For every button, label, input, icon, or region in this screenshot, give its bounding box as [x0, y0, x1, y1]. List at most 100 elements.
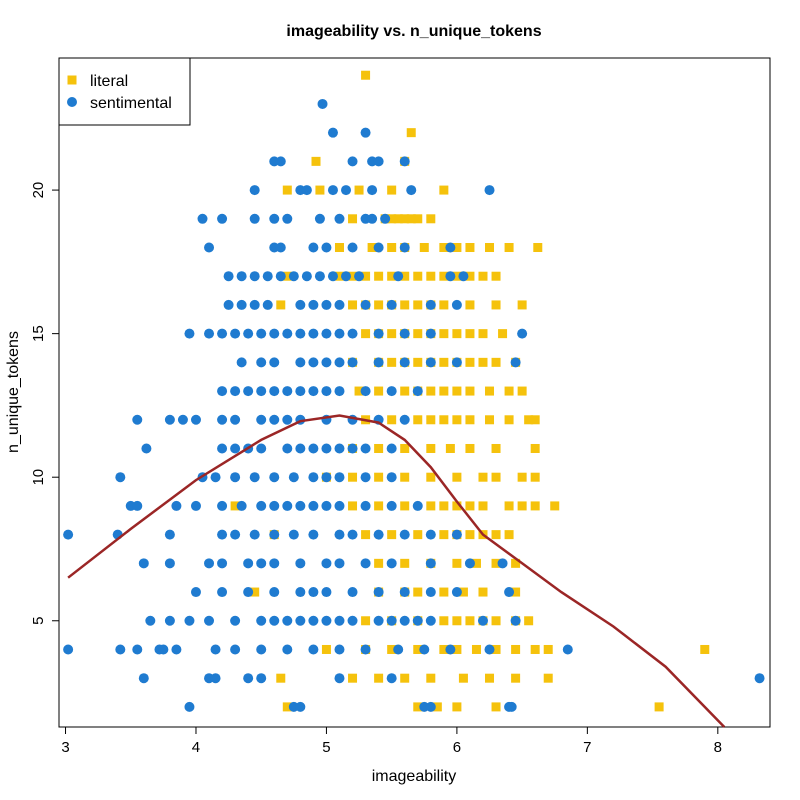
sentimental-point — [115, 472, 126, 483]
literal-point — [491, 644, 501, 654]
literal-point — [361, 271, 371, 281]
sentimental-point — [275, 156, 286, 167]
sentimental-point — [425, 701, 436, 712]
sentimental-point — [393, 644, 404, 655]
literal-point — [282, 702, 292, 712]
sentimental-point — [269, 414, 280, 425]
literal-point — [230, 501, 240, 511]
literal-point — [348, 214, 358, 224]
sentimental-point — [360, 127, 371, 138]
sentimental-point — [217, 558, 228, 569]
sentimental-point — [399, 587, 410, 598]
sentimental-point — [243, 558, 254, 569]
sentimental-point — [334, 529, 345, 540]
sentimental-point — [321, 386, 332, 397]
literal-point — [315, 185, 325, 195]
sentimental-point — [256, 558, 267, 569]
sentimental-point — [399, 328, 410, 339]
sentimental-point — [334, 357, 345, 368]
sentimental-point — [63, 644, 74, 655]
literal-point — [406, 128, 416, 138]
sentimental-point — [217, 587, 228, 598]
literal-point — [387, 415, 397, 425]
sentimental-point — [132, 500, 143, 511]
sentimental-point — [308, 500, 319, 511]
literal-point — [367, 243, 377, 253]
sentimental-point — [347, 156, 358, 167]
sentimental-point — [275, 242, 286, 253]
sentimental-point — [217, 443, 228, 454]
sentimental-point — [308, 529, 319, 540]
sentimental-point — [308, 357, 319, 368]
sentimental-point — [308, 386, 319, 397]
sentimental-point — [282, 213, 293, 224]
sentimental-point — [249, 529, 260, 540]
x-tick-label: 6 — [453, 739, 461, 756]
sentimental-point — [308, 242, 319, 253]
sentimental-point — [210, 644, 221, 655]
literal-point — [533, 243, 543, 253]
sentimental-point — [399, 357, 410, 368]
literal-point — [465, 386, 475, 396]
sentimental-point — [321, 357, 332, 368]
literal-point — [361, 616, 371, 626]
literal-point — [432, 702, 442, 712]
sentimental-point — [184, 328, 195, 339]
sentimental-point — [256, 615, 267, 626]
sentimental-point — [256, 644, 267, 655]
sentimental-point — [164, 529, 175, 540]
sentimental-point — [334, 299, 345, 310]
sentimental-point — [288, 472, 299, 483]
legend-literal-marker — [67, 75, 77, 85]
sentimental-point — [373, 529, 384, 540]
sentimental-point — [321, 615, 332, 626]
legend-sentimental-marker — [67, 97, 77, 107]
literal-point — [478, 472, 488, 482]
sentimental-point — [177, 414, 188, 425]
literal-point — [439, 587, 449, 597]
literal-point — [504, 415, 514, 425]
literal-point — [465, 443, 475, 453]
sentimental-point — [164, 615, 175, 626]
sentimental-point — [393, 271, 404, 282]
sentimental-point — [367, 213, 378, 224]
literal-point — [530, 472, 540, 482]
literal-point — [400, 271, 410, 281]
plot-area-frame — [58, 57, 771, 728]
sentimental-point — [321, 558, 332, 569]
literal-point — [439, 644, 449, 654]
sentimental-point — [321, 299, 332, 310]
literal-point — [465, 501, 475, 511]
literal-point — [485, 386, 495, 396]
literal-point — [406, 214, 416, 224]
literal-point — [276, 300, 286, 310]
sentimental-point — [269, 558, 280, 569]
literal-point — [348, 300, 358, 310]
sentimental-point — [282, 615, 293, 626]
literal-point — [452, 702, 462, 712]
literal-point — [471, 644, 481, 654]
literal-point — [478, 587, 488, 597]
sentimental-point — [425, 558, 436, 569]
literal-point — [426, 443, 436, 453]
y-axis-label: n_unique_tokens — [5, 331, 22, 453]
literal-point — [504, 501, 514, 511]
literal-point — [524, 415, 534, 425]
sentimental-point — [262, 299, 273, 310]
literal-point — [530, 443, 540, 453]
literal-point — [374, 271, 384, 281]
sentimental-point — [380, 213, 391, 224]
sentimental-point — [63, 529, 74, 540]
literal-point — [387, 214, 397, 224]
literal-point — [348, 501, 358, 511]
sentimental-point — [158, 644, 169, 655]
literal-point — [439, 300, 449, 310]
literal-point — [374, 386, 384, 396]
sentimental-point — [347, 443, 358, 454]
sentimental-point — [282, 386, 293, 397]
sentimental-point — [497, 558, 508, 569]
sentimental-point — [308, 443, 319, 454]
literal-point — [511, 558, 521, 568]
literal-point — [517, 300, 527, 310]
literal-point — [413, 644, 423, 654]
